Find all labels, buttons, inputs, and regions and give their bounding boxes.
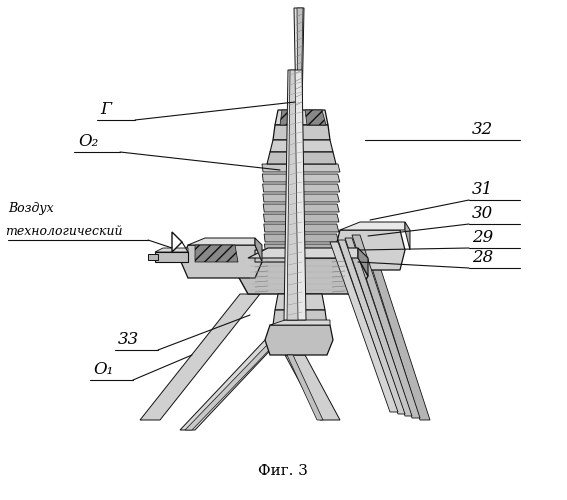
- Polygon shape: [358, 248, 368, 276]
- Polygon shape: [195, 245, 238, 262]
- Text: технологический: технологический: [5, 225, 122, 238]
- Polygon shape: [262, 164, 340, 172]
- Polygon shape: [263, 204, 339, 212]
- Polygon shape: [181, 245, 262, 278]
- Polygon shape: [340, 222, 405, 230]
- Polygon shape: [238, 258, 368, 294]
- Polygon shape: [255, 238, 262, 262]
- Text: 33: 33: [118, 331, 139, 348]
- Polygon shape: [155, 248, 188, 252]
- Polygon shape: [297, 8, 303, 110]
- Polygon shape: [287, 70, 298, 320]
- Text: О₁: О₁: [93, 361, 113, 378]
- Text: 30: 30: [472, 205, 493, 222]
- Polygon shape: [263, 184, 340, 192]
- Text: 31: 31: [472, 181, 493, 198]
- Text: О₂: О₂: [78, 133, 98, 150]
- Text: Воздух: Воздух: [8, 202, 54, 215]
- Polygon shape: [264, 224, 339, 232]
- Polygon shape: [352, 235, 420, 418]
- Polygon shape: [185, 345, 274, 430]
- Text: 32: 32: [472, 121, 493, 138]
- Polygon shape: [140, 294, 260, 420]
- Polygon shape: [270, 320, 330, 325]
- Polygon shape: [284, 70, 306, 320]
- Text: 28: 28: [472, 249, 493, 266]
- Polygon shape: [263, 174, 340, 182]
- Polygon shape: [255, 250, 292, 262]
- Polygon shape: [280, 110, 297, 125]
- Polygon shape: [285, 355, 340, 420]
- Polygon shape: [275, 110, 328, 125]
- Polygon shape: [287, 355, 323, 420]
- Text: Фиг. 3: Фиг. 3: [258, 464, 308, 478]
- Polygon shape: [273, 125, 330, 140]
- Polygon shape: [248, 248, 358, 258]
- Polygon shape: [294, 8, 304, 110]
- Polygon shape: [188, 238, 255, 245]
- Polygon shape: [330, 242, 398, 412]
- Polygon shape: [148, 254, 158, 260]
- Polygon shape: [265, 254, 338, 262]
- Text: Г: Г: [100, 101, 111, 118]
- Polygon shape: [270, 140, 333, 152]
- Polygon shape: [180, 340, 280, 430]
- Polygon shape: [405, 222, 410, 250]
- Polygon shape: [338, 240, 405, 414]
- Polygon shape: [360, 230, 430, 420]
- Polygon shape: [305, 110, 326, 125]
- Polygon shape: [263, 194, 340, 202]
- Text: 29: 29: [472, 229, 493, 246]
- Polygon shape: [172, 232, 182, 252]
- Polygon shape: [345, 238, 412, 416]
- Polygon shape: [264, 244, 338, 252]
- Polygon shape: [264, 234, 338, 242]
- Polygon shape: [265, 325, 333, 355]
- Polygon shape: [273, 310, 327, 325]
- Polygon shape: [275, 294, 325, 310]
- Polygon shape: [155, 252, 188, 262]
- Polygon shape: [267, 152, 336, 164]
- Polygon shape: [335, 230, 405, 270]
- Polygon shape: [264, 214, 339, 222]
